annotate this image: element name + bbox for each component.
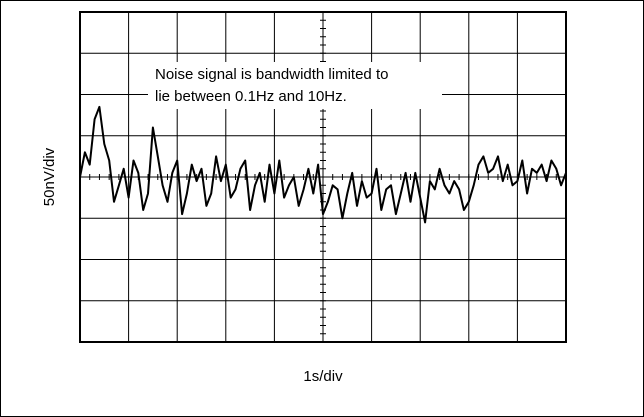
plot-border: [79, 11, 567, 343]
y-axis-label: 50nV/div: [41, 147, 58, 206]
annotation-background: [148, 62, 442, 109]
center-axis-ticks: [89, 19, 557, 335]
x-axis-label: 1s/div: [303, 368, 343, 385]
noise-trace-line: [79, 105, 567, 224]
annotation-line-2: lie between 0.1Hz and 10Hz.: [155, 88, 347, 105]
annotation-line-1: Noise signal is bandwidth limited to: [155, 66, 388, 83]
